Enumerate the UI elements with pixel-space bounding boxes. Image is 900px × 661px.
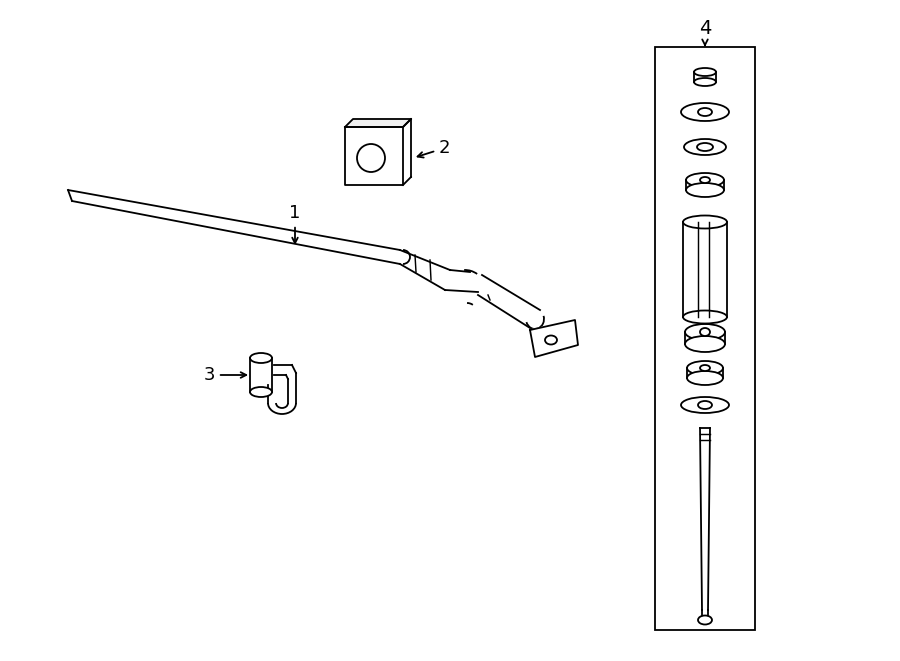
Ellipse shape bbox=[250, 387, 272, 397]
Text: 3: 3 bbox=[203, 366, 247, 384]
Polygon shape bbox=[345, 127, 403, 185]
Ellipse shape bbox=[694, 68, 716, 76]
Ellipse shape bbox=[681, 103, 729, 121]
Ellipse shape bbox=[545, 336, 557, 344]
Ellipse shape bbox=[683, 311, 727, 323]
Polygon shape bbox=[530, 320, 578, 357]
Ellipse shape bbox=[686, 183, 724, 197]
Ellipse shape bbox=[700, 177, 710, 183]
Ellipse shape bbox=[698, 615, 712, 625]
Ellipse shape bbox=[698, 108, 712, 116]
Text: 2: 2 bbox=[418, 139, 451, 157]
Text: 4: 4 bbox=[698, 19, 711, 38]
Ellipse shape bbox=[687, 371, 723, 385]
Ellipse shape bbox=[683, 215, 727, 229]
Bar bbox=[655, 47, 755, 630]
Ellipse shape bbox=[685, 324, 725, 340]
Ellipse shape bbox=[686, 173, 724, 187]
Ellipse shape bbox=[687, 361, 723, 375]
Ellipse shape bbox=[698, 401, 712, 409]
Ellipse shape bbox=[684, 139, 726, 155]
Ellipse shape bbox=[697, 143, 713, 151]
Ellipse shape bbox=[250, 353, 272, 363]
Text: 1: 1 bbox=[289, 204, 301, 243]
Ellipse shape bbox=[357, 144, 385, 172]
Polygon shape bbox=[345, 119, 411, 127]
Ellipse shape bbox=[681, 397, 729, 413]
Ellipse shape bbox=[700, 365, 710, 371]
Ellipse shape bbox=[694, 78, 716, 86]
Ellipse shape bbox=[700, 328, 710, 336]
Ellipse shape bbox=[685, 336, 725, 352]
